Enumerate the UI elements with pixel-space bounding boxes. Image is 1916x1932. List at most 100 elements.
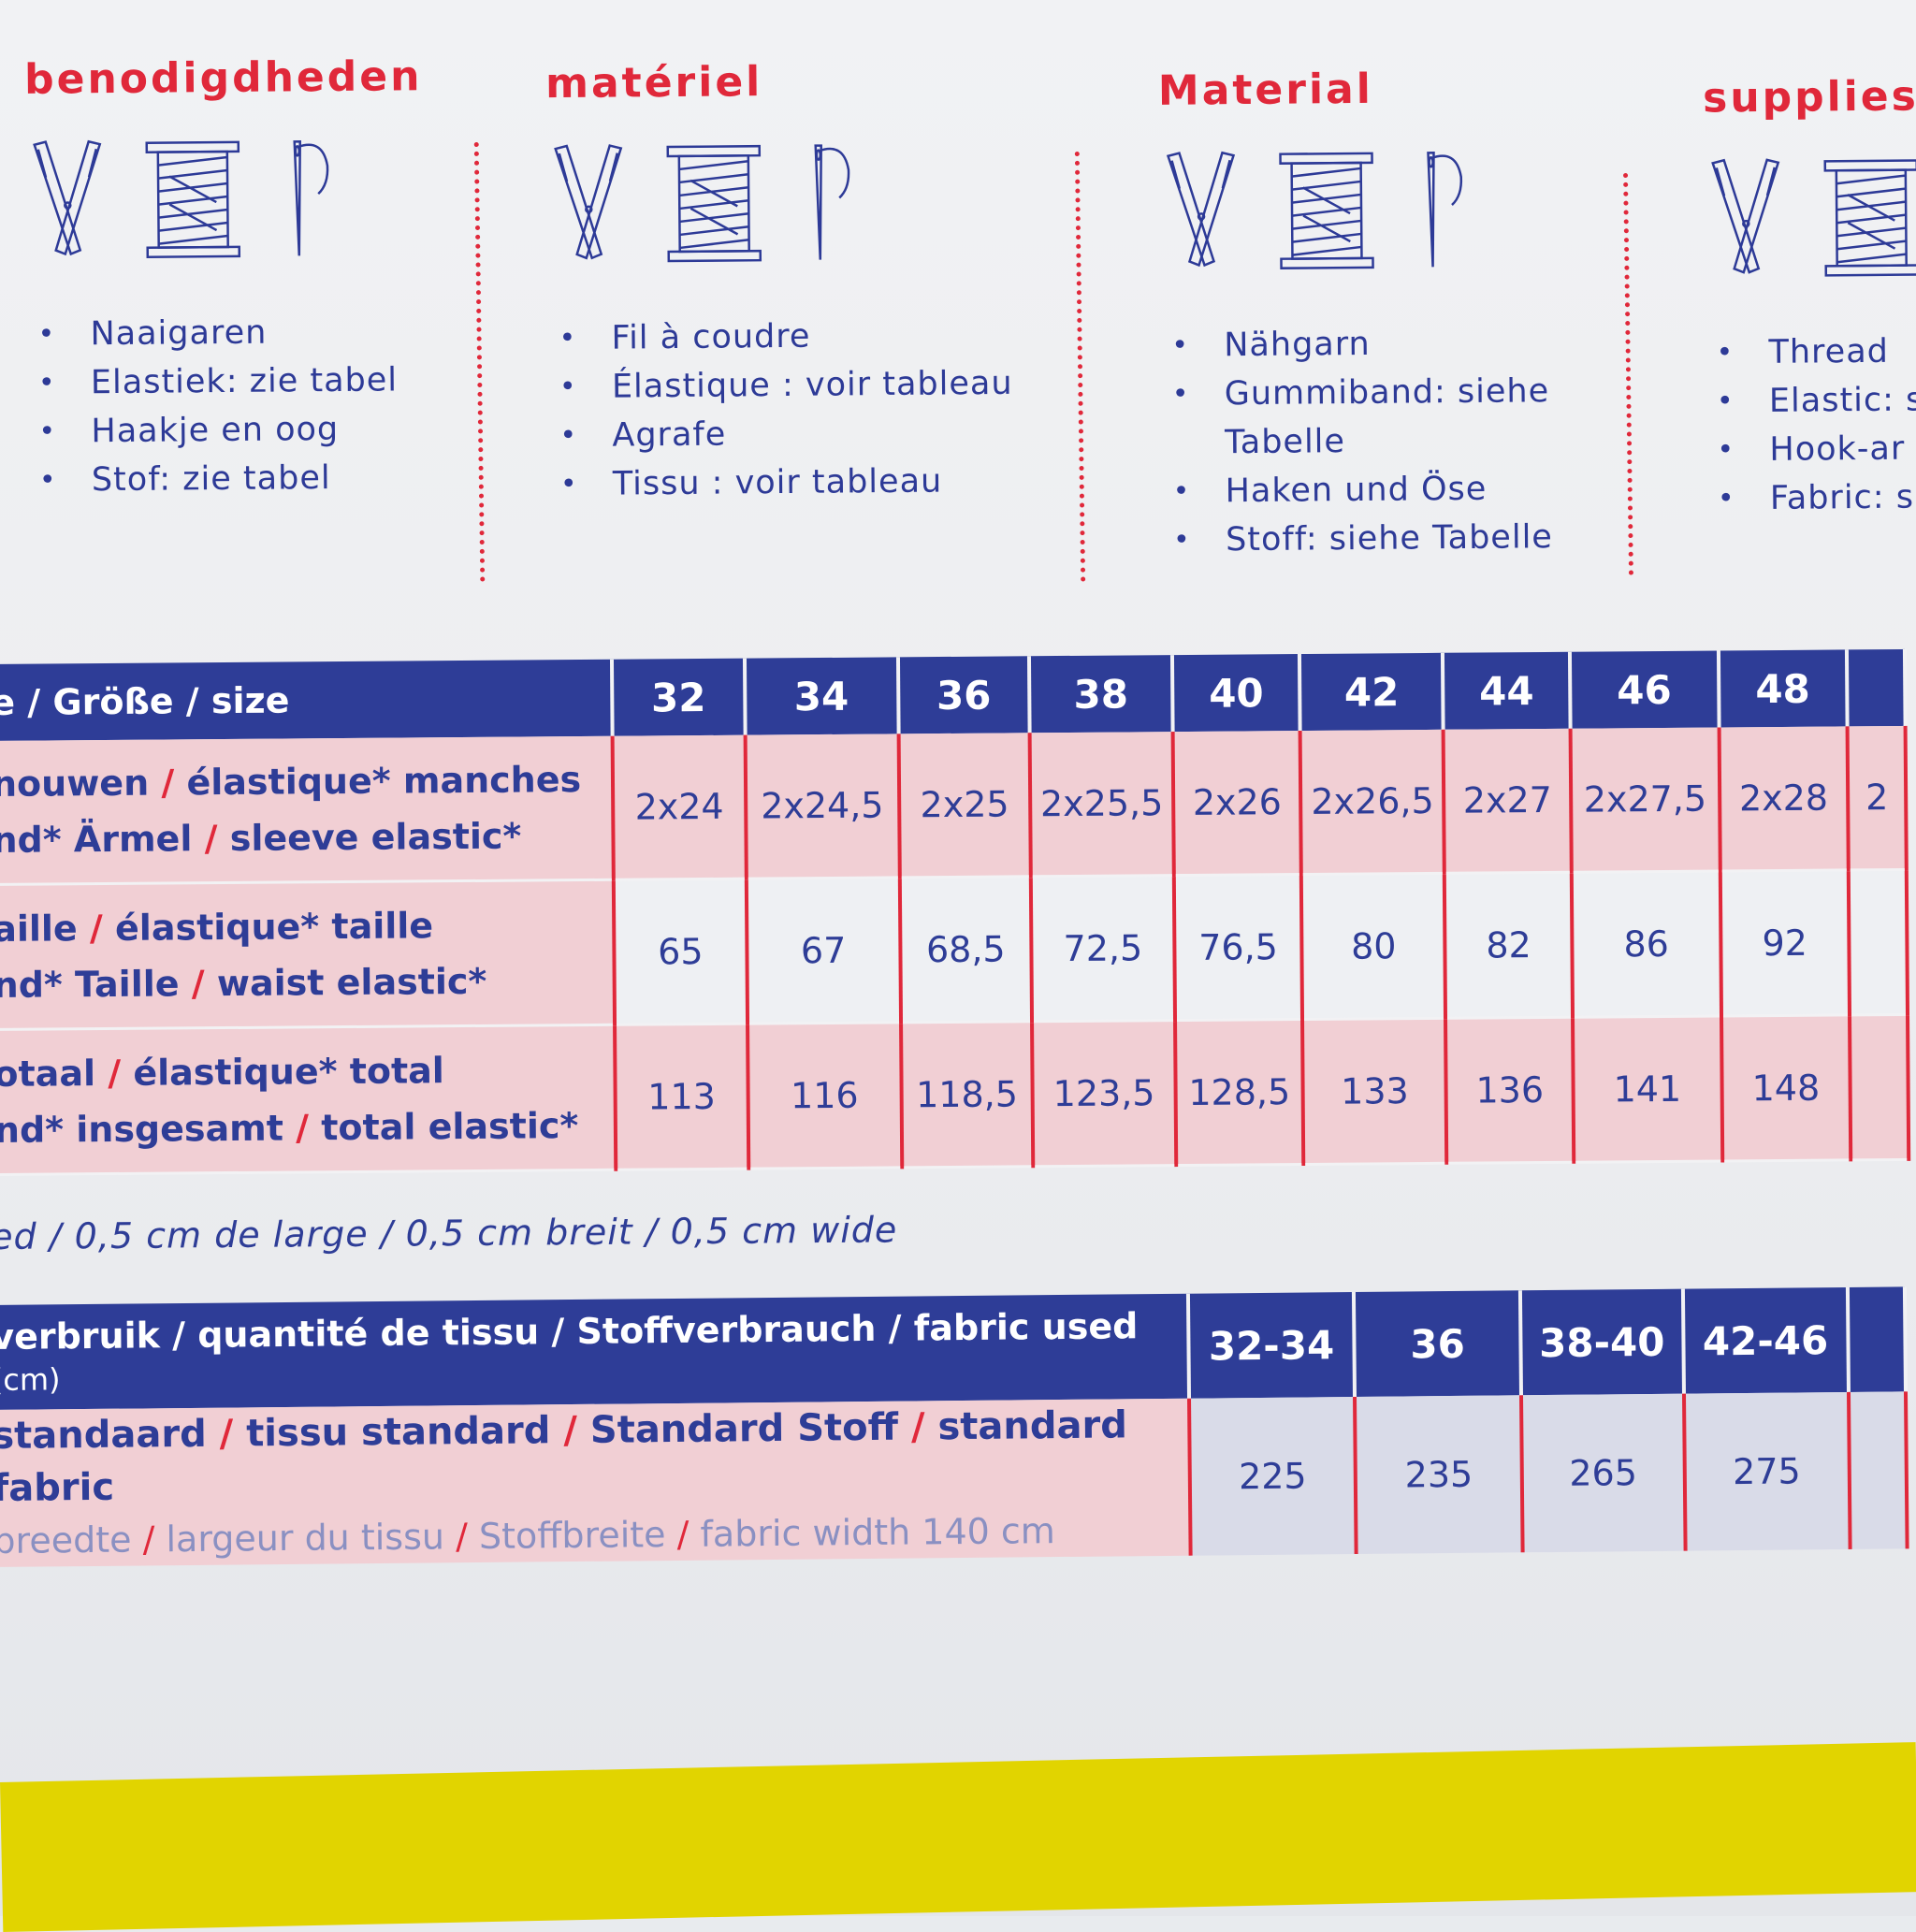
size-header-cell: 40 (1171, 654, 1301, 733)
label-separator: / (219, 1412, 234, 1456)
size-header-cell: 48 (1718, 649, 1848, 728)
row-label: nouwen / élastique* manches nd* Ärmel / s… (0, 735, 615, 885)
label-nl: nouwen (0, 762, 150, 805)
size-value-cell: 2x25 (898, 733, 1031, 878)
label-en: waist elastic* (216, 960, 487, 1005)
supplies-list-item: Stoff: siehe Tabelle (1162, 513, 1553, 565)
supplies-list-item: Elastic: s (1706, 375, 1916, 427)
supplies-list-item: Fil à coudre (547, 311, 1012, 363)
size-header-cell: 46 (1569, 650, 1720, 729)
size-value-cell: 141 (1572, 1015, 1722, 1163)
supplies-list-item: Stof: zie tabel (28, 453, 427, 505)
size-table-row: nouwen / élastique* manches nd* Ärmel / s… (0, 725, 1907, 885)
size-value-cell: 128,5 (1174, 1019, 1304, 1166)
size-value-cell: 116 (747, 1022, 903, 1169)
fabric-header-cell (1847, 1286, 1906, 1392)
supplies-list-item: Haken und Öse (1161, 464, 1552, 516)
fabric-label-de: Standard Stoff (589, 1405, 899, 1452)
supplies-list: NaaigarenElastiek: zie tabelHaakje en oo… (26, 307, 426, 505)
row-label-line1: nouwen / élastique* manches (0, 751, 611, 812)
supplies-list: Fil à coudreÉlastique : voir tableauAgra… (547, 311, 1013, 509)
fabric-value-cell: 235 (1355, 1395, 1523, 1554)
supplies-list-item: Fabric: s (1706, 472, 1916, 524)
label-en: sleeve elastic* (229, 815, 522, 859)
scissors-icon (546, 143, 631, 269)
supplies-list-item: Tabelle (1225, 423, 1346, 462)
supplies-list-item: Naaigaren (26, 307, 425, 359)
size-value-cell (1850, 1014, 1909, 1160)
size-value-cell: 136 (1445, 1017, 1575, 1164)
label-nl: otaal (0, 1053, 96, 1095)
supplies-list-item: Haakje en oog (27, 404, 426, 457)
thread-spool-icon (662, 142, 766, 269)
fabric-value-cell: 225 (1188, 1397, 1357, 1556)
label-fr: élastique* taille (114, 905, 434, 949)
size-table-row: otaal / élastique* total nd* insgesamt / … (0, 1014, 1909, 1175)
row-label: otaal / élastique* total nd* insgesamt / … (0, 1024, 617, 1175)
fabric-header-row: verbruik / quantité de tissu / Stoffverb… (0, 1286, 1906, 1410)
supplies-list-item: Hook-ar (1706, 424, 1916, 475)
size-table-row: aille / élastique* taille nd* Taille / wa… (0, 869, 1909, 1030)
width-label-de: Stoffbreite (478, 1514, 666, 1557)
size-value-cell: 2x26 (1172, 731, 1302, 876)
fabric-header-unit: (cm) (0, 1361, 61, 1398)
label-fr: élastique* manches (186, 759, 582, 804)
size-value-cell: 72,5 (1030, 875, 1175, 1022)
size-value-cell: 2x27,5 (1570, 727, 1720, 873)
fabric-table: verbruik / quantité de tissu / Stoffverb… (0, 1286, 1909, 1567)
width-label-fr: largeur du tissu (166, 1516, 445, 1561)
label-nl: aille (0, 908, 78, 950)
size-value-cell: 2x24,5 (745, 734, 900, 879)
size-value-cell: 2x26,5 (1300, 729, 1445, 875)
size-header-cell: 38 (1028, 655, 1173, 734)
label-separator: / (179, 963, 218, 1005)
width-label-en: fabric width 140 cm (700, 1510, 1056, 1555)
size-header-cell: 44 (1443, 651, 1571, 730)
tools-illustration (1704, 155, 1916, 284)
tools-illustration (1158, 147, 1550, 277)
size-value-cell: 118,5 (900, 1021, 1034, 1168)
label-separator: / (455, 1516, 469, 1558)
size-value-cell: 76,5 (1173, 874, 1303, 1021)
supplies-column: benodigdheden NaaigarenElastiek: zie tabe… (24, 52, 426, 505)
row-label-line2: nd* Ärmel / sleeve elastic* (0, 807, 612, 868)
size-value-cell: 148 (1720, 1014, 1851, 1161)
size-value-cell: 2x27 (1443, 728, 1572, 874)
fabric-header-cell: 36 (1354, 1290, 1521, 1398)
fabric-header-label: verbruik / quantité de tissu / Stoffverb… (0, 1293, 1189, 1410)
supplies-column: matériel Fil à coudreÉlastique : voir tab… (545, 56, 1014, 509)
fabric-header-cell: 32-34 (1187, 1292, 1356, 1399)
supplies-list-item: Agrafe (548, 408, 1013, 460)
label-separator: / (148, 762, 187, 804)
label-fr: élastique* total (133, 1050, 445, 1094)
row-label-line1: otaal / élastique* total (0, 1041, 614, 1102)
thread-spool-icon (1274, 150, 1378, 276)
label-separator: / (77, 907, 116, 950)
label-separator: / (676, 1513, 689, 1555)
size-header-row: e / Größe / size 32 34 36 38 40 42 44 46… (0, 648, 1906, 741)
supplies-list-item: Gummiband: siehe (1161, 367, 1552, 419)
scissors-icon (1158, 151, 1243, 277)
supplies-column: Material NähgarnGummiband: siehe TabelleHa… (1158, 64, 1553, 565)
width-label-nl: breedte (0, 1518, 132, 1562)
needle-icon (1409, 149, 1475, 275)
size-value-cell (1848, 869, 1909, 1015)
size-value-cell: 123,5 (1032, 1020, 1177, 1167)
size-header-cell: 32 (612, 658, 746, 736)
row-label-line2: nd* insgesamt / total elastic* (0, 1097, 614, 1158)
fabric-row: standaard / tissu standard / Standard St… (0, 1391, 1908, 1567)
fabric-header-text: verbruik / quantité de tissu / Stoffverb… (0, 1305, 1139, 1358)
size-value-cell: 65 (614, 879, 748, 1025)
size-header-cell: 36 (897, 656, 1030, 734)
needle-icon (276, 138, 342, 264)
size-header-label: e / Größe / size (0, 659, 613, 741)
label-separator: / (563, 1408, 578, 1453)
size-value-cell: 113 (615, 1024, 748, 1170)
fabric-header-cell: 42-46 (1682, 1286, 1849, 1394)
column-title: supplies (1702, 72, 1916, 123)
fabric-row-label: standaard / tissu standard / Standard St… (0, 1398, 1191, 1567)
label-separator: / (910, 1405, 925, 1449)
label-separator: / (94, 1052, 134, 1095)
size-value-cell: 2x25,5 (1029, 732, 1174, 877)
size-header-cell: 42 (1299, 652, 1444, 732)
